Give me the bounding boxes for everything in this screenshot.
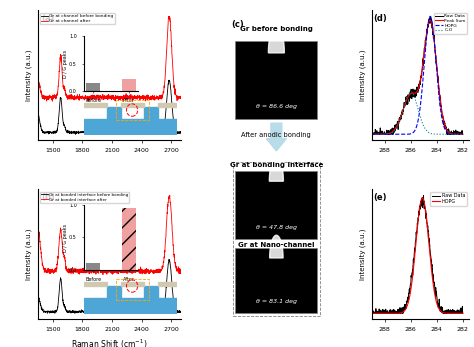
Text: Gr at Nano-channel: Gr at Nano-channel xyxy=(238,242,315,248)
Y-axis label: Intensity (a.u.): Intensity (a.u.) xyxy=(26,229,32,280)
Polygon shape xyxy=(269,158,283,181)
FancyBboxPatch shape xyxy=(236,248,318,313)
X-axis label: Raman Shift (cm$^{-1}$): Raman Shift (cm$^{-1}$) xyxy=(71,337,148,347)
Text: θ = 47.8 deg: θ = 47.8 deg xyxy=(256,225,297,230)
Text: (b): (b) xyxy=(41,193,55,202)
Text: Gr before bonding: Gr before bonding xyxy=(240,26,313,32)
Text: (e): (e) xyxy=(374,193,387,202)
Legend: Gr at bonded interface before bonding, Gr at bonded interface after: Gr at bonded interface before bonding, G… xyxy=(40,192,129,203)
FancyBboxPatch shape xyxy=(236,41,318,119)
Y-axis label: Intensity (a.u.): Intensity (a.u.) xyxy=(360,50,366,101)
Legend: Gr at channel before bonding, Gr at channel after: Gr at channel before bonding, Gr at chan… xyxy=(40,12,115,24)
Y-axis label: Intensity (a.u.): Intensity (a.u.) xyxy=(360,229,366,280)
Text: θ = 83.1 deg: θ = 83.1 deg xyxy=(256,299,297,304)
FancyBboxPatch shape xyxy=(236,171,318,239)
Y-axis label: Intensity (a.u.): Intensity (a.u.) xyxy=(26,50,32,101)
Text: Gr at bonding interface: Gr at bonding interface xyxy=(230,162,323,168)
Legend: Raw Data, Peak Sum, HOPG, C-O: Raw Data, Peak Sum, HOPG, C-O xyxy=(434,12,467,34)
Legend: Raw Data, HOPG: Raw Data, HOPG xyxy=(430,192,467,205)
FancyArrow shape xyxy=(266,123,286,151)
Polygon shape xyxy=(268,26,284,53)
Text: (a): (a) xyxy=(41,14,54,23)
Text: (c): (c) xyxy=(231,20,244,29)
Polygon shape xyxy=(270,235,283,258)
Text: After anodic bonding: After anodic bonding xyxy=(241,133,311,138)
Text: θ = 86.6 deg: θ = 86.6 deg xyxy=(256,104,297,109)
Text: (d): (d) xyxy=(374,14,387,23)
